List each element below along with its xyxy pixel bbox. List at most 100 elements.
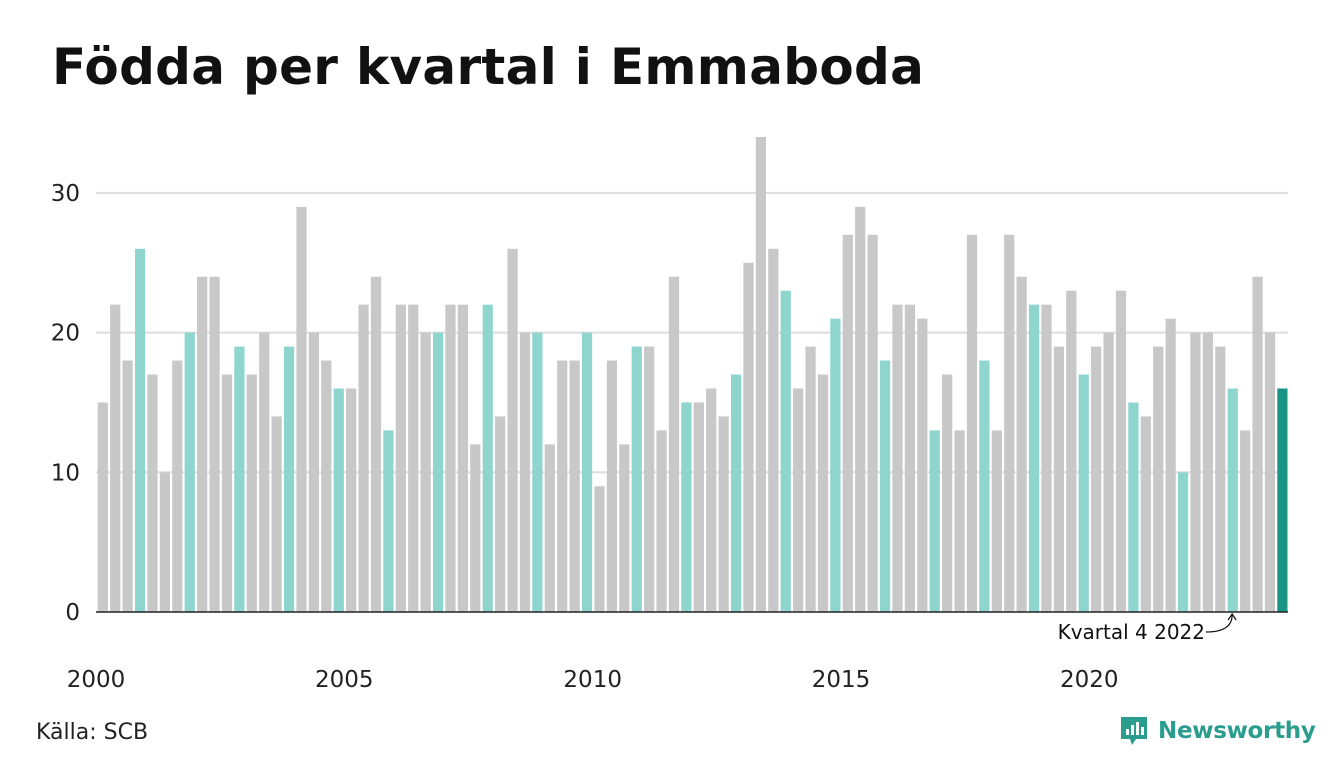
bar: 2002 K1: 24 — [197, 276, 208, 612]
bar: 2013 K2: 34 — [755, 137, 766, 612]
bar: 2011 K1: 19 — [644, 346, 655, 612]
bar: 2014 K3: 17 — [817, 374, 829, 612]
x-tick-label: 2005 — [315, 667, 374, 693]
bar: 2016 K1: 22 — [892, 304, 903, 612]
bar: 2019 K4: 17 — [1078, 374, 1089, 612]
bar: 2018 K4: 22 — [1028, 304, 1040, 612]
bar: 2013 K4: 23 — [780, 290, 791, 612]
bar: 2006 K3: 20 — [420, 332, 431, 612]
bar: 2011 K3: 24 — [668, 276, 680, 612]
bar: 2013 K3: 26 — [768, 248, 779, 612]
bar: 2021 K1: 14 — [1140, 416, 1151, 612]
bar: 2017 K3: 27 — [966, 234, 978, 612]
bar: 2003 K4: 19 — [283, 346, 295, 612]
bar: 2020 K2: 20 — [1103, 332, 1114, 612]
bar: 2020 K3: 23 — [1115, 290, 1127, 612]
bar: 2004 K4: 16 — [333, 388, 344, 612]
bars: 2000 K1: 152000 K2: 222000 K3: 182000 K4… — [97, 137, 1288, 612]
bar: 2020 K1: 19 — [1091, 346, 1102, 612]
bar: 2007 K2: 22 — [457, 304, 468, 612]
bar: 2022 K3: 19 — [1215, 346, 1226, 612]
bar: 2007 K1: 22 — [445, 304, 456, 612]
bar: 2017 K1: 17 — [942, 374, 953, 612]
y-tick-label: 20 — [51, 321, 80, 347]
bar: 2010 K4: 19 — [631, 346, 642, 612]
bar: 2004 K3: 18 — [321, 360, 332, 612]
bar: 2001 K1: 17 — [147, 374, 158, 612]
y-tick-label: 30 — [51, 181, 80, 207]
bar: 2010 K3: 12 — [619, 444, 630, 612]
bar: 2015 K3: 27 — [867, 234, 878, 612]
bar: 2005 K3: 24 — [370, 276, 382, 612]
bar: 2004 K1: 29 — [296, 206, 307, 612]
annotation-label: Kvartal 4 2022 — [1058, 620, 1205, 644]
bar: 2017 K4: 18 — [979, 360, 990, 612]
brand-name: Newsworthy — [1158, 718, 1316, 744]
x-tick-label: 2010 — [563, 667, 622, 693]
bar: 2018 K3: 24 — [1016, 276, 1027, 612]
bar: 2021 K3: 21 — [1165, 318, 1176, 612]
bar: 2007 K4: 22 — [482, 304, 493, 612]
bar: 2014 K1: 16 — [793, 388, 804, 612]
bar: 2015 K4: 18 — [879, 360, 891, 612]
bar: 2009 K2: 18 — [557, 360, 568, 612]
bar: 2021 K2: 19 — [1153, 346, 1164, 612]
brand-logo: Newsworthy — [1118, 714, 1316, 748]
bar: 2022 K2: 20 — [1202, 332, 1213, 612]
bar: 2009 K3: 18 — [569, 360, 580, 612]
bar: 2006 K1: 22 — [395, 304, 406, 612]
bar: 2009 K4: 20 — [581, 332, 593, 612]
bar: 2007 K3: 12 — [470, 444, 481, 612]
bar: 2015 K1: 27 — [842, 234, 853, 612]
bar: 2019 K1: 22 — [1041, 304, 1052, 612]
bar: 2000 K3: 18 — [122, 360, 133, 612]
bar: 2001 K2: 10 — [159, 472, 170, 612]
bar: 2002 K3: 17 — [221, 374, 233, 612]
bar: 2022 K4: 16 — [1227, 388, 1238, 612]
annotation-arrow — [1205, 612, 1237, 633]
bar: 2001 K4: 20 — [184, 332, 195, 612]
bar: 2012 K4: 17 — [730, 374, 742, 612]
bar: 2012 K1: 15 — [693, 402, 704, 612]
bar: 2009 K1: 12 — [544, 444, 555, 612]
bar: 2020 K4: 15 — [1128, 402, 1139, 612]
bar: 2014 K2: 19 — [805, 346, 816, 612]
bar: 2003 K3: 14 — [271, 416, 282, 612]
bar: 2006 K4: 20 — [432, 332, 444, 612]
bar: 2005 K4: 13 — [383, 430, 394, 612]
bar: 2005 K1: 16 — [346, 388, 357, 612]
bar: 2016 K3: 21 — [917, 318, 928, 612]
bar: 2023 K1: 13 — [1240, 430, 1251, 612]
bar: 2021 K4: 10 — [1177, 472, 1189, 612]
bar: 2001 K3: 18 — [172, 360, 183, 612]
bar: 2006 K2: 22 — [408, 304, 419, 612]
bar: 2012 K3: 14 — [718, 416, 729, 612]
y-axis-tick-labels: 0 10 20 30 — [51, 181, 80, 626]
bar: 2018 K2: 27 — [1004, 234, 1015, 612]
bar: 2010 K1: 9 — [594, 486, 605, 612]
bar: 2010 K2: 18 — [606, 360, 617, 612]
bar: 2023 K3: 20 — [1264, 332, 1276, 612]
bar: 2008 K3: 20 — [519, 332, 531, 612]
bar: 2000 K4: 26 — [134, 248, 146, 612]
gridlines — [96, 191, 1288, 474]
x-tick-label: 2015 — [812, 667, 871, 693]
x-tick-label: 2020 — [1060, 667, 1119, 693]
bar: 2023 K4: 16 — [1277, 388, 1288, 612]
annotation: Kvartal 4 2022 — [1058, 612, 1237, 644]
bar: 2000 K2: 22 — [110, 304, 121, 612]
bar: 2008 K2: 26 — [507, 248, 518, 612]
source-label: Källa: SCB — [36, 720, 149, 745]
bar: 2000 K1: 15 — [97, 402, 108, 612]
bar: 2002 K4: 19 — [234, 346, 245, 612]
x-tick-label: 2000 — [67, 667, 126, 693]
bar: 2023 K2: 24 — [1252, 276, 1263, 612]
bar: 2015 K2: 29 — [855, 206, 866, 612]
bar: 2005 K2: 22 — [358, 304, 369, 612]
bar: 2016 K2: 22 — [904, 304, 915, 612]
newsworthy-logo-icon — [1121, 717, 1147, 745]
bar: 2008 K4: 20 — [532, 332, 543, 612]
chart-title: Födda per kvartal i Emmaboda — [52, 38, 925, 96]
bar: 2003 K2: 20 — [259, 332, 270, 612]
bar: 2014 K4: 21 — [830, 318, 841, 612]
